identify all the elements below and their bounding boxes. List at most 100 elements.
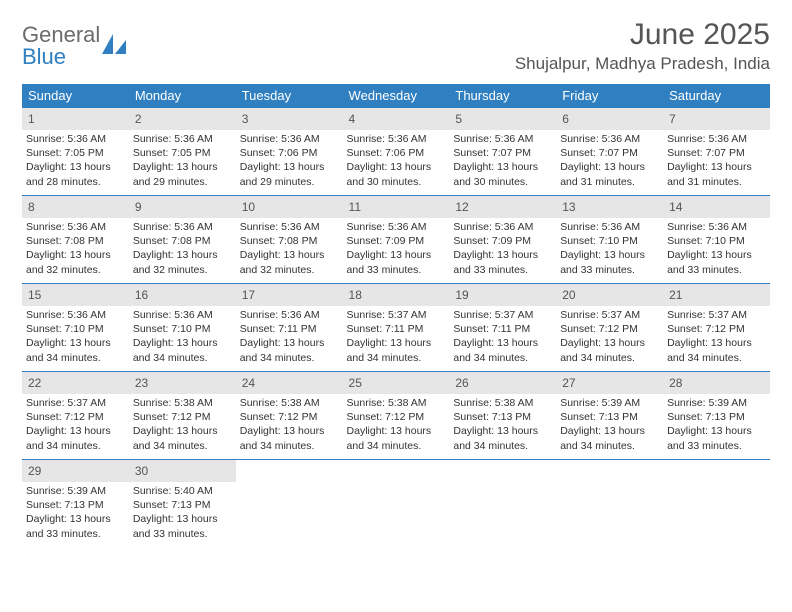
day-header: Saturday <box>663 84 770 107</box>
sunrise-line: Sunrise: 5:39 AM <box>560 396 659 410</box>
calendar-table: SundayMondayTuesdayWednesdayThursdayFrid… <box>22 84 770 547</box>
day-info: Sunrise: 5:36 AMSunset: 7:06 PMDaylight:… <box>347 132 446 189</box>
daylight-line: Daylight: 13 hours and 33 minutes. <box>560 248 659 276</box>
daylight-line: Daylight: 13 hours and 28 minutes. <box>26 160 125 188</box>
sunset-line: Sunset: 7:12 PM <box>560 322 659 336</box>
day-number: 5 <box>455 112 462 126</box>
day-number: 3 <box>242 112 249 126</box>
sunset-line: Sunset: 7:12 PM <box>347 410 446 424</box>
calendar-cell: 24Sunrise: 5:38 AMSunset: 7:12 PMDayligh… <box>236 371 343 459</box>
sunrise-line: Sunrise: 5:36 AM <box>560 220 659 234</box>
day-info: Sunrise: 5:36 AMSunset: 7:08 PMDaylight:… <box>133 220 232 277</box>
sunrise-line: Sunrise: 5:36 AM <box>667 132 766 146</box>
sunset-line: Sunset: 7:08 PM <box>133 234 232 248</box>
calendar-cell: 30Sunrise: 5:40 AMSunset: 7:13 PMDayligh… <box>129 459 236 547</box>
calendar-row: 22Sunrise: 5:37 AMSunset: 7:12 PMDayligh… <box>22 371 770 459</box>
calendar-cell: 11 Sunrise: 5:36 AMSunset: 7:09 PMDayligh… <box>343 195 450 283</box>
sunrise-line: Sunrise: 5:36 AM <box>240 308 339 322</box>
sunrise-line: Sunrise: 5:38 AM <box>347 396 446 410</box>
sunrise-line: Sunrise: 5:36 AM <box>560 132 659 146</box>
daylight-line: Daylight: 13 hours and 34 minutes. <box>26 424 125 452</box>
day-number: 20 <box>562 288 575 302</box>
calendar-row: 8Sunrise: 5:36 AMSunset: 7:08 PMDaylight… <box>22 195 770 283</box>
daylight-line: Daylight: 13 hours and 34 minutes. <box>133 424 232 452</box>
calendar-cell: 22Sunrise: 5:37 AMSunset: 7:12 PMDayligh… <box>22 371 129 459</box>
title-block: June 2025 Shujalpur, Madhya Pradesh, Ind… <box>515 18 770 74</box>
calendar-cell <box>236 459 343 547</box>
calendar-cell: 4 Sunrise: 5:36 AMSunset: 7:06 PMDaylight… <box>343 107 450 195</box>
day-info: Sunrise: 5:36 AMSunset: 7:08 PMDaylight:… <box>26 220 125 277</box>
calendar-body: 1Sunrise: 5:36 AMSunset: 7:05 PMDaylight… <box>22 107 770 547</box>
sunrise-line: Sunrise: 5:39 AM <box>26 484 125 498</box>
page-header: General Blue June 2025 Shujalpur, Madhya… <box>22 18 770 74</box>
calendar-cell <box>343 459 450 547</box>
daylight-line: Daylight: 13 hours and 34 minutes. <box>560 336 659 364</box>
sunset-line: Sunset: 7:10 PM <box>667 234 766 248</box>
sunset-line: Sunset: 7:11 PM <box>240 322 339 336</box>
sunrise-line: Sunrise: 5:37 AM <box>453 308 552 322</box>
sunset-line: Sunset: 7:07 PM <box>560 146 659 160</box>
sunrise-line: Sunrise: 5:36 AM <box>347 220 446 234</box>
day-info: Sunrise: 5:36 AMSunset: 7:10 PMDaylight:… <box>560 220 659 277</box>
calendar-cell: 3Sunrise: 5:36 AMSunset: 7:06 PMDaylight… <box>236 107 343 195</box>
daylight-line: Daylight: 13 hours and 34 minutes. <box>347 424 446 452</box>
sunrise-line: Sunrise: 5:37 AM <box>26 396 125 410</box>
sunrise-line: Sunrise: 5:36 AM <box>26 308 125 322</box>
day-number: 24 <box>242 376 255 390</box>
daylight-line: Daylight: 13 hours and 34 minutes. <box>560 424 659 452</box>
sunrise-line: Sunrise: 5:36 AM <box>133 132 232 146</box>
day-info: Sunrise: 5:36 AMSunset: 7:09 PMDaylight:… <box>347 220 446 277</box>
daylight-line: Daylight: 13 hours and 29 minutes. <box>133 160 232 188</box>
day-header-row: SundayMondayTuesdayWednesdayThursdayFrid… <box>22 84 770 107</box>
calendar-cell: 19Sunrise: 5:37 AMSunset: 7:11 PMDayligh… <box>449 283 556 371</box>
day-header: Monday <box>129 84 236 107</box>
day-number: 29 <box>28 464 41 478</box>
day-number: 1 <box>28 112 35 126</box>
sunset-line: Sunset: 7:10 PM <box>560 234 659 248</box>
calendar-cell: 10Sunrise: 5:36 AMSunset: 7:08 PMDayligh… <box>236 195 343 283</box>
calendar-row: 29Sunrise: 5:39 AMSunset: 7:13 PMDayligh… <box>22 459 770 547</box>
sunrise-line: Sunrise: 5:36 AM <box>453 132 552 146</box>
daylight-line: Daylight: 13 hours and 34 minutes. <box>453 424 552 452</box>
calendar-cell: 25Sunrise: 5:38 AMSunset: 7:12 PMDayligh… <box>343 371 450 459</box>
day-info: Sunrise: 5:38 AMSunset: 7:13 PMDaylight:… <box>453 396 552 453</box>
day-number: 11 <box>349 200 361 214</box>
sunrise-line: Sunrise: 5:36 AM <box>453 220 552 234</box>
sunset-line: Sunset: 7:13 PM <box>453 410 552 424</box>
sunset-line: Sunset: 7:08 PM <box>240 234 339 248</box>
sunset-line: Sunset: 7:05 PM <box>133 146 232 160</box>
daylight-line: Daylight: 13 hours and 32 minutes. <box>240 248 339 276</box>
calendar-cell: 17Sunrise: 5:36 AMSunset: 7:11 PMDayligh… <box>236 283 343 371</box>
daylight-line: Daylight: 13 hours and 32 minutes. <box>26 248 125 276</box>
day-number: 18 <box>349 288 362 302</box>
day-info: Sunrise: 5:37 AMSunset: 7:12 PMDaylight:… <box>667 308 766 365</box>
sunrise-line: Sunrise: 5:38 AM <box>240 396 339 410</box>
calendar-cell: 6Sunrise: 5:36 AMSunset: 7:07 PMDaylight… <box>556 107 663 195</box>
daylight-line: Daylight: 13 hours and 34 minutes. <box>240 424 339 452</box>
day-number: 27 <box>562 376 575 390</box>
calendar-cell: 16Sunrise: 5:36 AMSunset: 7:10 PMDayligh… <box>129 283 236 371</box>
calendar-cell: 29Sunrise: 5:39 AMSunset: 7:13 PMDayligh… <box>22 459 129 547</box>
day-number: 30 <box>135 464 148 478</box>
day-number: 23 <box>135 376 148 390</box>
calendar-cell: 15Sunrise: 5:36 AMSunset: 7:10 PMDayligh… <box>22 283 129 371</box>
calendar-cell: 12Sunrise: 5:36 AMSunset: 7:09 PMDayligh… <box>449 195 556 283</box>
brand-logo: General Blue <box>22 18 128 68</box>
sunset-line: Sunset: 7:13 PM <box>560 410 659 424</box>
day-number: 21 <box>669 288 682 302</box>
calendar-row: 15Sunrise: 5:36 AMSunset: 7:10 PMDayligh… <box>22 283 770 371</box>
calendar-cell: 21 Sunrise: 5:37 AMSunset: 7:12 PMDayligh… <box>663 283 770 371</box>
sunset-line: Sunset: 7:06 PM <box>240 146 339 160</box>
day-info: Sunrise: 5:37 AMSunset: 7:11 PMDaylight:… <box>347 308 446 365</box>
sunrise-line: Sunrise: 5:37 AM <box>560 308 659 322</box>
day-info: Sunrise: 5:39 AMSunset: 7:13 PMDaylight:… <box>667 396 766 453</box>
calendar-cell: 14Sunrise: 5:36 AMSunset: 7:10 PMDayligh… <box>663 195 770 283</box>
daylight-line: Daylight: 13 hours and 32 minutes. <box>133 248 232 276</box>
sunrise-line: Sunrise: 5:36 AM <box>133 308 232 322</box>
day-info: Sunrise: 5:36 AMSunset: 7:10 PMDaylight:… <box>667 220 766 277</box>
day-number: 4 <box>349 112 356 126</box>
day-number: 16 <box>135 288 148 302</box>
sunset-line: Sunset: 7:11 PM <box>453 322 552 336</box>
sunset-line: Sunset: 7:12 PM <box>26 410 125 424</box>
page-title: June 2025 <box>515 18 770 52</box>
